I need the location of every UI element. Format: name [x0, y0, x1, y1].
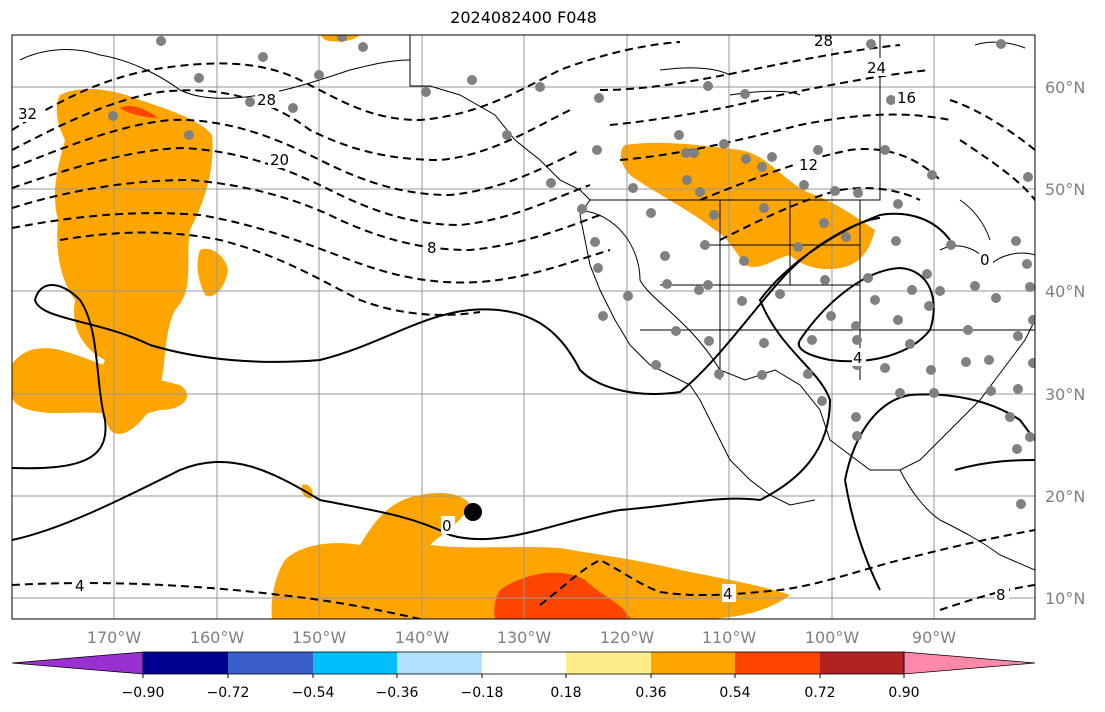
contour-label: 4 — [75, 577, 85, 595]
latitude-label: 50°N — [1045, 180, 1085, 199]
anomaly-fill-tropics-red — [494, 572, 630, 619]
station-dots — [108, 35, 1035, 509]
colorbar-bin — [397, 652, 482, 674]
colorbar-tick-label: 0.90 — [888, 685, 919, 701]
contour-label: 32 — [18, 105, 37, 123]
contour-label: 28 — [257, 91, 276, 109]
colorbar-bin — [566, 652, 651, 674]
map-title: 2024082400 F048 — [450, 8, 597, 27]
colorbar-bin — [820, 652, 904, 674]
latitude-label: 40°N — [1045, 282, 1085, 301]
latitude-labels: 60°N 50°N 40°N 30°N 20°N 10°N — [1045, 78, 1085, 608]
anomaly-fill-layer — [12, 35, 875, 619]
colorbar-bin — [482, 652, 566, 674]
latitude-label: 10°N — [1045, 589, 1085, 608]
colorbar-bin — [313, 652, 397, 674]
colorbar-tick-label: −0.90 — [122, 685, 165, 701]
contour-label: 8 — [996, 586, 1006, 604]
colorbar-tick-label: −0.36 — [376, 685, 419, 701]
contour-labels: 32 28 28 24 20 16 12 8 4 4 4 0 0 — [16, 32, 1009, 604]
graticule — [12, 35, 1035, 619]
longitude-labels: 170°W 160°W 150°W 140°W 130°W 120°W 110°… — [87, 628, 956, 647]
colorbar-bin — [228, 652, 313, 674]
longitude-label: 130°W — [497, 628, 552, 647]
longitude-label: 170°W — [87, 628, 142, 647]
longitude-label: 110°W — [702, 628, 757, 647]
colorbar-bin — [735, 652, 820, 674]
colorbar-bin — [651, 652, 735, 674]
colorbar-tick-label: 0.72 — [804, 685, 835, 701]
contour-label: 0 — [980, 251, 990, 269]
longitude-label: 140°W — [395, 628, 450, 647]
longitude-label: 160°W — [190, 628, 245, 647]
colorbar-tick-label: 0.36 — [635, 685, 666, 701]
contour-label: 16 — [897, 89, 916, 107]
colorbar-extend-min — [11, 651, 144, 675]
contour-label: 4 — [853, 349, 863, 367]
latitude-label: 30°N — [1045, 385, 1085, 404]
colorbar-tick-label: 0.54 — [719, 685, 750, 701]
contour-label: 28 — [814, 32, 833, 50]
map-frame — [11, 34, 1036, 620]
anomaly-fill-aleutian-red — [120, 106, 158, 118]
colorbar: −0.90 −0.72 −0.54 −0.36 −0.18 0.18 0.36 … — [11, 651, 1036, 701]
contour-label: 24 — [867, 59, 886, 77]
contour-label: 4 — [723, 585, 733, 603]
anomaly-fill-canada — [620, 142, 875, 270]
contour-label: 20 — [270, 151, 289, 169]
storm-center-marker — [464, 503, 482, 521]
longitude-label: 120°W — [600, 628, 655, 647]
colorbar-tick-label: −0.18 — [461, 685, 504, 701]
anomaly-fill-tropics — [271, 493, 790, 619]
colorbar-extend-max — [903, 651, 1036, 675]
colorbar-tick-label: −0.54 — [292, 685, 335, 701]
latitude-label: 20°N — [1045, 487, 1085, 506]
anomaly-fill-alaska-tip — [197, 248, 228, 297]
longitude-label: 150°W — [292, 628, 347, 647]
contour-label: 0 — [442, 517, 452, 535]
contour-label: 12 — [799, 156, 818, 174]
contour-label: 8 — [427, 239, 437, 257]
longitude-label: 90°W — [912, 628, 956, 647]
colorbar-tick-label: 0.18 — [550, 685, 581, 701]
latitude-label: 60°N — [1045, 78, 1085, 97]
colorbar-bin — [143, 652, 228, 674]
colorbar-tick-label: −0.72 — [207, 685, 250, 701]
longitude-label: 100°W — [805, 628, 860, 647]
